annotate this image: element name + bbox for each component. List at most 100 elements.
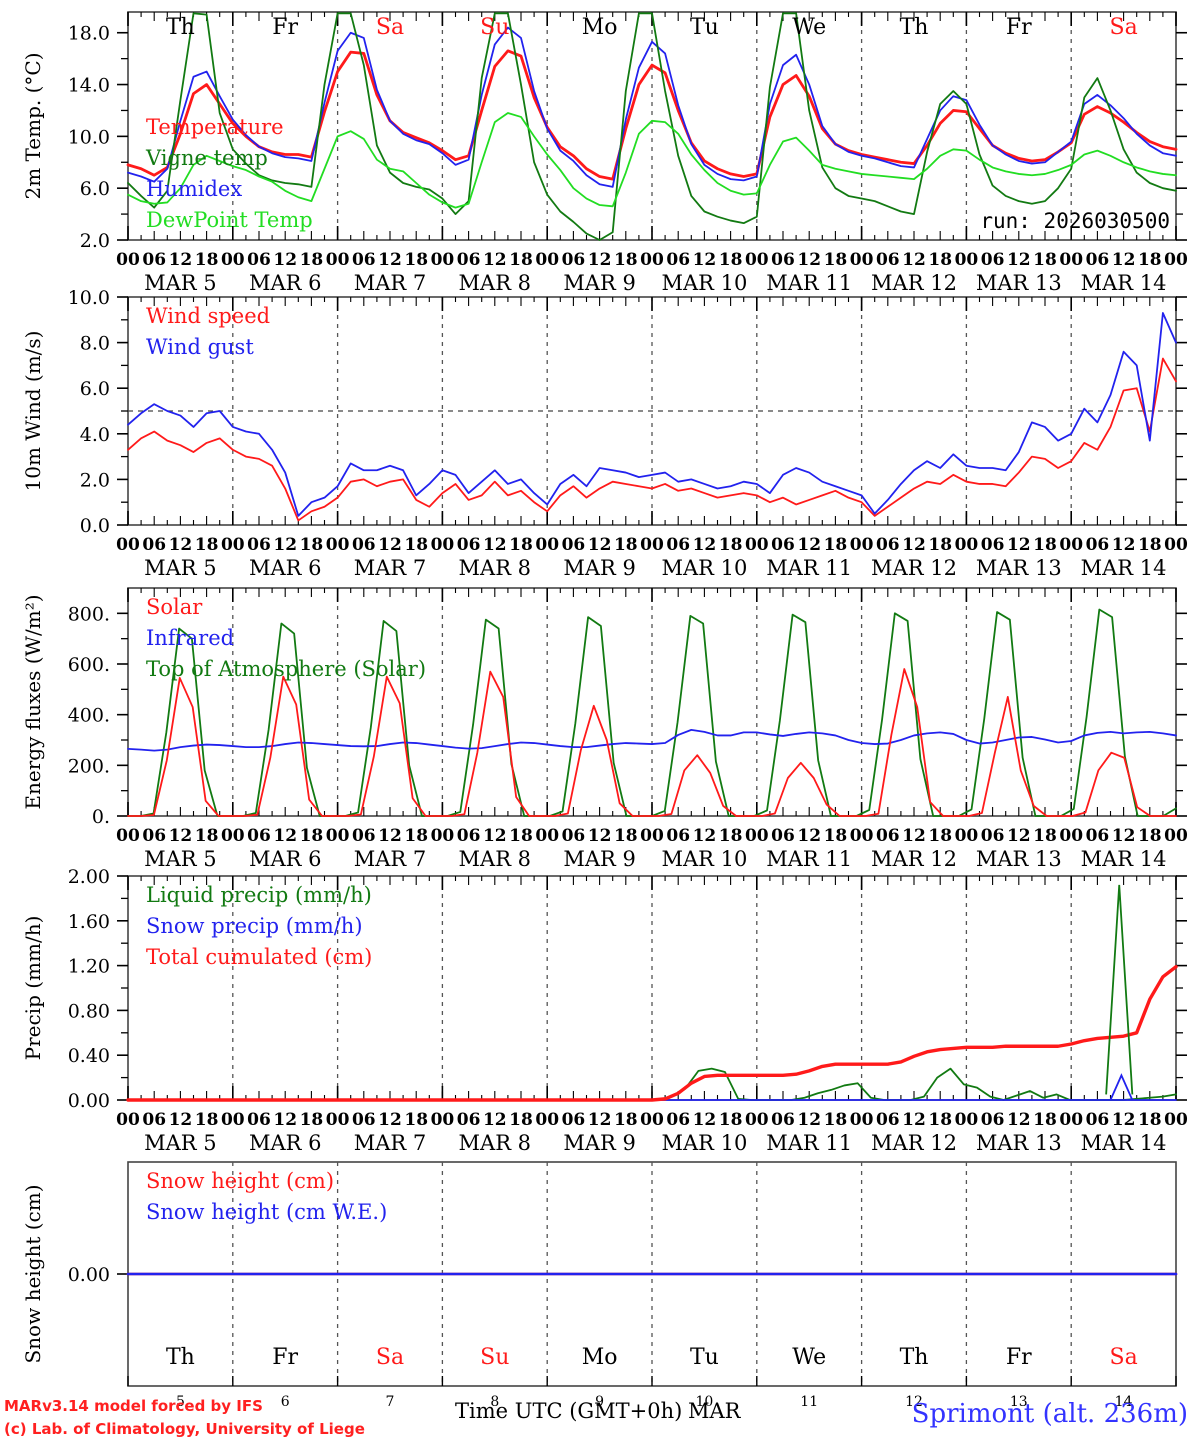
hour-tick-label: 18 — [509, 1110, 533, 1130]
temperature-legend-2: Humidex — [146, 177, 242, 201]
hour-tick-label: 12 — [169, 1110, 193, 1130]
hour-tick-label: 06 — [771, 826, 795, 846]
precip-y-axis-title: Precip (mm/h) — [21, 916, 45, 1061]
hour-tick-label: 00 — [431, 1110, 455, 1130]
precip-legend-0: Liquid precip (mm/h) — [146, 883, 372, 907]
day-label: MAR 6 — [249, 847, 322, 871]
day-label: MAR 7 — [354, 556, 427, 580]
hour-tick-label: 06 — [981, 250, 1005, 270]
hour-tick-label: 12 — [1112, 826, 1136, 846]
hour-tick-label: 18 — [195, 250, 219, 270]
day-number-label: 6 — [281, 1394, 290, 1410]
hour-tick-label: 00 — [640, 535, 664, 555]
day-label: MAR 7 — [354, 847, 427, 871]
dow-label-bottom: Fr — [1006, 1345, 1032, 1370]
wind-y-axis-title: 10m Wind (m/s) — [21, 331, 45, 492]
wind-ytick-label: 10.0 — [68, 287, 110, 309]
temperature-ytick-label: 14.0 — [68, 75, 110, 97]
precip-legend-1: Snow precip (mm/h) — [146, 914, 363, 938]
hour-tick-label: 18 — [928, 250, 952, 270]
day-number-label: 5 — [176, 1394, 185, 1410]
day-number-label: 9 — [595, 1394, 604, 1410]
day-label: MAR 12 — [871, 1131, 957, 1155]
day-label: MAR 7 — [354, 271, 427, 295]
hour-tick-label: 00 — [1059, 250, 1083, 270]
snow-ytick-label: 0.00 — [68, 1264, 110, 1286]
x-axis-title: Time UTC (GMT+0h) — [455, 1399, 682, 1423]
hour-tick-label: 18 — [300, 826, 324, 846]
hour-tick-label: 12 — [378, 826, 402, 846]
hour-tick-label: 12 — [378, 535, 402, 555]
hour-tick-label: 12 — [588, 826, 612, 846]
dow-label-top: Fr — [1006, 15, 1032, 40]
hour-tick-label: 06 — [247, 535, 271, 555]
hour-tick-label: 18 — [824, 535, 848, 555]
temperature-ytick-label: 6.0 — [80, 178, 110, 200]
hour-tick-label: 12 — [693, 826, 717, 846]
hour-tick-label: 12 — [169, 250, 193, 270]
hour-tick-label: 12 — [588, 250, 612, 270]
dow-label-top: Sa — [1110, 15, 1138, 40]
hour-tick-label: 12 — [1112, 250, 1136, 270]
hour-tick-label: 00 — [535, 535, 559, 555]
hour-tick-label: 00 — [955, 1110, 979, 1130]
dow-label-top: Tu — [690, 15, 719, 40]
hour-tick-label: 12 — [169, 826, 193, 846]
hour-tick-label: 06 — [1086, 826, 1110, 846]
hour-tick-label: 06 — [562, 250, 586, 270]
figure-footer: MARv3.14 model forced by IFS (c) Lab. of … — [4, 1397, 1188, 1438]
hour-tick-label: 06 — [142, 826, 166, 846]
hour-tick-label: 12 — [1112, 535, 1136, 555]
temperature-plot-frame — [127, 11, 1177, 241]
day-label: MAR 11 — [766, 271, 852, 295]
hour-tick-label: 18 — [614, 826, 638, 846]
panel-temperature: 2.0 6.0 10.0 14.0 18.0 2m Temp. (°C) Temperatu… — [21, 11, 1188, 295]
day-label: MAR 9 — [563, 556, 636, 580]
precip-ytick-label: 0.40 — [68, 1045, 110, 1067]
hour-tick-label: 18 — [824, 1110, 848, 1130]
temperature-series-line — [127, 26, 1177, 188]
hour-tick-label: 00 — [745, 535, 769, 555]
hour-tick-label: 12 — [483, 1110, 507, 1130]
hour-tick-label: 06 — [247, 826, 271, 846]
hour-tick-label: 06 — [876, 250, 900, 270]
hour-tick-label: 18 — [195, 826, 219, 846]
hour-tick-label: 18 — [1033, 250, 1057, 270]
energy-ytick-label: 600. — [68, 654, 110, 676]
hour-tick-label: 12 — [588, 1110, 612, 1130]
hour-tick-label: 00 — [640, 826, 664, 846]
day-label: MAR 6 — [249, 271, 322, 295]
hour-tick-label: 00 — [221, 826, 245, 846]
day-label: MAR 14 — [1081, 847, 1167, 871]
dow-label-bottom: Mo — [582, 1345, 618, 1370]
precip-ytick-label: 1.60 — [68, 911, 110, 933]
precip-ytick-label: 0.00 — [68, 1090, 110, 1112]
hour-tick-label: 06 — [142, 535, 166, 555]
hour-tick-label: 12 — [273, 1110, 297, 1130]
precip-liquid-spike — [1105, 884, 1134, 1095]
wind-ytick-label: 4.0 — [80, 424, 110, 446]
day-label: MAR 5 — [144, 556, 217, 580]
hour-tick-label: 00 — [431, 826, 455, 846]
wind-ytick-label: 6.0 — [80, 378, 110, 400]
hour-tick-label: 00 — [431, 535, 455, 555]
day-label: MAR 13 — [976, 847, 1062, 871]
hour-tick-label: 06 — [562, 1110, 586, 1130]
hour-tick-label: 00 — [745, 250, 769, 270]
hour-tick-label: 18 — [719, 1110, 743, 1130]
energy-legend-0: Solar — [146, 595, 203, 619]
day-number-label: 10 — [695, 1394, 713, 1410]
panel-precip: 0.00 0.40 0.80 1.20 1.60 2.00 Precip (mm/h) Liq… — [21, 866, 1188, 1155]
x-axis-title-suffix: MAR — [688, 1399, 742, 1423]
hour-tick-label: 06 — [457, 535, 481, 555]
hour-tick-label: 18 — [195, 1110, 219, 1130]
hour-tick-label: 00 — [326, 535, 350, 555]
hour-tick-label: 00 — [1164, 1110, 1188, 1130]
hour-tick-label: 18 — [1138, 535, 1162, 555]
energy-ytick-label: 800. — [68, 603, 110, 625]
hour-tick-label: 00 — [1164, 535, 1188, 555]
hour-tick-label: 18 — [1033, 1110, 1057, 1130]
hour-tick-label: 06 — [1086, 250, 1110, 270]
hour-tick-label: 18 — [300, 535, 324, 555]
